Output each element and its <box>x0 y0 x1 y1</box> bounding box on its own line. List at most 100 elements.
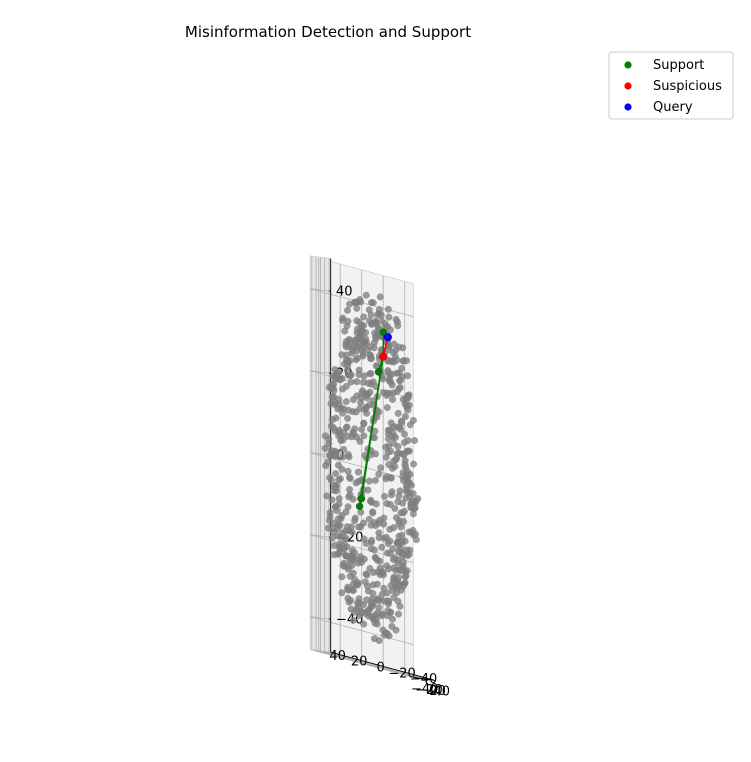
background-point <box>387 378 395 386</box>
background-point <box>384 607 392 615</box>
background-point <box>371 319 379 327</box>
background-point <box>360 420 368 428</box>
background-point <box>342 382 350 390</box>
support-point <box>374 368 383 376</box>
y-tick-label: −40 <box>410 672 437 687</box>
gridline-z <box>309 616 414 645</box>
background-point <box>400 477 408 485</box>
background-point <box>371 434 379 442</box>
background-point <box>338 316 346 324</box>
background-point <box>353 347 361 355</box>
background-point <box>401 573 409 581</box>
background-point <box>376 564 384 572</box>
background-point <box>349 616 357 624</box>
background-point <box>366 388 374 396</box>
legend-marker-suspicious <box>624 82 632 90</box>
query-point <box>383 333 392 342</box>
background-point <box>375 408 383 416</box>
background-point <box>335 476 343 484</box>
support-point <box>379 328 388 336</box>
background-point <box>404 406 412 414</box>
background-point <box>363 571 371 579</box>
background-point <box>339 409 347 417</box>
background-point <box>354 325 362 333</box>
background-point <box>327 422 335 430</box>
background-point <box>342 534 350 542</box>
background-point <box>410 460 418 468</box>
background-point <box>339 542 347 550</box>
background-point <box>376 293 384 301</box>
background-point <box>325 440 333 448</box>
x-tick-label: 0 <box>429 683 437 698</box>
background-point <box>395 610 403 618</box>
legend-label-suspicious: Suspicious <box>653 79 722 94</box>
background-point <box>401 461 409 469</box>
y-tick-label: 20 <box>351 655 368 670</box>
background-point <box>357 553 365 561</box>
background-point <box>352 479 360 487</box>
background-point <box>397 376 405 384</box>
background-point <box>367 355 375 363</box>
gridline-z <box>309 534 414 563</box>
background-point <box>367 521 375 529</box>
background-point <box>345 406 353 414</box>
background-point <box>412 530 420 538</box>
background-point <box>364 582 372 590</box>
background-point <box>390 439 398 447</box>
background-point <box>370 344 378 352</box>
background-point <box>353 378 361 386</box>
background-point <box>357 508 365 516</box>
legend-marker-query <box>624 103 632 111</box>
background-point <box>403 357 411 365</box>
background-point <box>344 451 352 459</box>
x-tick <box>423 678 427 681</box>
background-point <box>396 424 404 432</box>
background-point <box>369 299 377 307</box>
background-point <box>389 545 397 553</box>
background-point <box>403 546 411 554</box>
gridline-x <box>315 256 420 679</box>
background-point <box>349 569 357 577</box>
background-point <box>362 291 370 299</box>
background-point <box>351 549 359 557</box>
background-point <box>326 516 334 524</box>
background-point <box>366 565 374 573</box>
background-point <box>393 454 401 462</box>
background-point <box>367 598 375 606</box>
y-tick-label: 40 <box>329 649 346 664</box>
background-point <box>339 561 347 569</box>
legend-label-support: Support <box>653 58 704 73</box>
background-point <box>390 340 398 348</box>
background-point <box>358 389 366 397</box>
background-point <box>354 354 362 362</box>
background-point <box>356 296 364 304</box>
x-tick <box>414 677 419 679</box>
y-tick-label: −20 <box>388 666 415 681</box>
background-point <box>335 368 343 376</box>
background-point <box>344 467 352 475</box>
background-point <box>348 528 356 536</box>
background-point <box>353 304 361 312</box>
x-tick-label: −40 <box>411 682 438 697</box>
background-point <box>378 612 386 620</box>
background-point <box>384 305 392 313</box>
background-point <box>398 531 406 539</box>
background-point <box>396 487 404 495</box>
background-point <box>358 608 366 616</box>
background-point <box>329 416 337 424</box>
background-point <box>392 433 400 441</box>
background-point <box>340 445 348 453</box>
background-point <box>368 536 376 544</box>
background-point <box>375 604 383 612</box>
background-point <box>373 620 381 628</box>
background-point <box>369 589 377 597</box>
background-point <box>384 367 392 375</box>
background-point <box>400 507 408 515</box>
background-point <box>398 539 406 547</box>
background-point <box>344 306 352 314</box>
background-point <box>354 579 362 587</box>
background-point <box>386 500 394 508</box>
background-point <box>355 371 363 379</box>
background-point <box>335 432 343 440</box>
